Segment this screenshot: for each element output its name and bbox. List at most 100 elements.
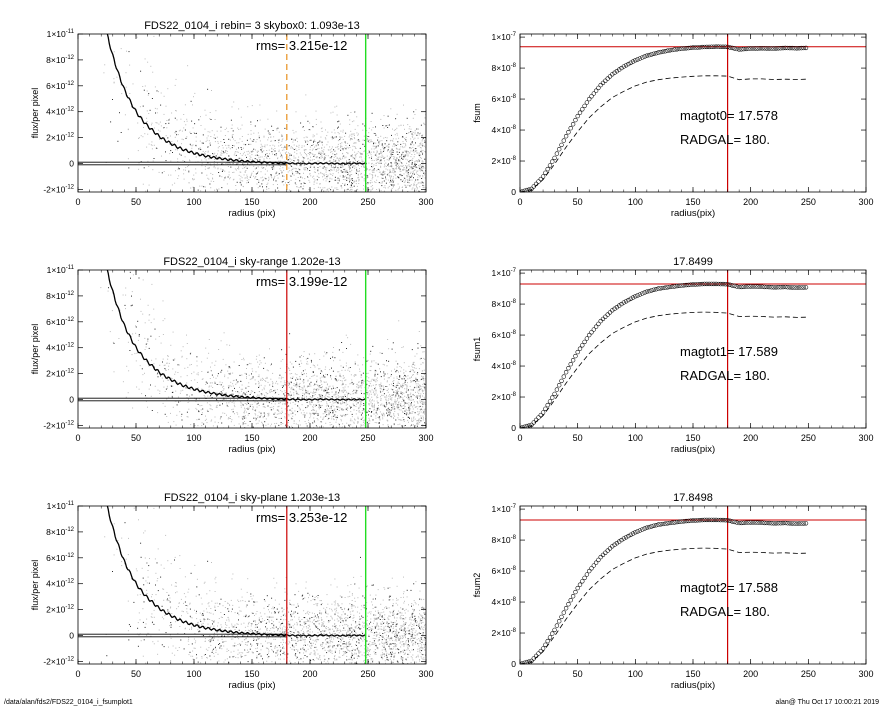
data-point bbox=[297, 171, 298, 172]
x-axis-label: radius(pix) bbox=[671, 208, 715, 219]
data-point bbox=[311, 376, 312, 377]
data-point bbox=[373, 385, 374, 386]
data-point bbox=[273, 390, 274, 391]
data-point bbox=[248, 415, 249, 416]
y-tick-label: 0 bbox=[69, 159, 74, 169]
data-point bbox=[271, 151, 272, 152]
data-point bbox=[215, 141, 216, 142]
data-point bbox=[323, 413, 324, 414]
data-point bbox=[402, 163, 403, 164]
data-point bbox=[405, 144, 406, 145]
data-point bbox=[351, 199, 352, 200]
data-point bbox=[351, 179, 352, 180]
data-point bbox=[403, 152, 404, 153]
data-point bbox=[391, 395, 392, 396]
data-point bbox=[215, 361, 216, 362]
data-point bbox=[369, 151, 370, 152]
data-point bbox=[418, 183, 419, 184]
data-point bbox=[295, 384, 296, 385]
data-point bbox=[347, 153, 348, 154]
data-point bbox=[302, 398, 303, 399]
data-point bbox=[421, 150, 422, 151]
data-point bbox=[138, 169, 139, 170]
data-point bbox=[417, 379, 418, 380]
data-point bbox=[343, 396, 344, 397]
data-point bbox=[344, 380, 345, 381]
data-point bbox=[361, 157, 362, 158]
data-point bbox=[335, 392, 336, 393]
data-point bbox=[287, 121, 288, 122]
data-point bbox=[272, 167, 273, 168]
data-point bbox=[391, 150, 392, 151]
data-point bbox=[354, 168, 355, 169]
data-point bbox=[377, 409, 378, 410]
data-point bbox=[207, 402, 208, 403]
data-point bbox=[245, 144, 246, 145]
data-point bbox=[414, 156, 415, 157]
data-point bbox=[142, 136, 143, 137]
data-point bbox=[358, 139, 359, 140]
data-point bbox=[132, 333, 133, 334]
data-point bbox=[151, 124, 152, 125]
data-point bbox=[136, 387, 137, 388]
data-point bbox=[256, 429, 257, 430]
data-point bbox=[314, 181, 315, 182]
data-point bbox=[312, 159, 313, 160]
data-point bbox=[376, 147, 377, 148]
data-point bbox=[388, 160, 389, 161]
data-point bbox=[335, 177, 336, 178]
data-point bbox=[291, 139, 292, 140]
y-tick-label: 6×10-8 bbox=[492, 94, 517, 104]
data-point bbox=[119, 112, 120, 113]
data-point bbox=[404, 388, 405, 389]
data-point bbox=[137, 37, 138, 38]
data-point bbox=[385, 178, 386, 179]
data-point bbox=[359, 171, 360, 172]
data-point bbox=[400, 404, 401, 405]
data-point bbox=[230, 399, 231, 400]
data-point bbox=[236, 196, 237, 197]
data-point bbox=[407, 160, 408, 161]
data-point bbox=[414, 152, 415, 153]
data-point bbox=[420, 143, 421, 144]
data-point bbox=[376, 412, 377, 413]
data-point bbox=[388, 348, 389, 349]
data-point bbox=[394, 416, 395, 417]
data-point bbox=[327, 405, 328, 406]
data-point bbox=[331, 148, 332, 149]
data-point bbox=[387, 424, 388, 425]
data-point bbox=[390, 157, 391, 158]
data-point bbox=[275, 403, 276, 404]
data-point bbox=[132, 408, 133, 409]
data-point bbox=[387, 416, 388, 417]
data-point bbox=[262, 394, 263, 395]
data-point bbox=[155, 86, 156, 87]
data-point bbox=[394, 144, 395, 145]
data-point bbox=[369, 411, 370, 412]
data-point bbox=[355, 160, 356, 161]
data-point bbox=[331, 429, 332, 430]
data-point bbox=[388, 398, 389, 399]
data-point bbox=[411, 389, 412, 390]
data-point bbox=[370, 141, 371, 142]
data-point bbox=[416, 164, 417, 165]
data-point bbox=[404, 402, 405, 403]
data-point bbox=[144, 90, 145, 91]
data-point bbox=[265, 129, 266, 130]
data-point bbox=[207, 431, 208, 432]
data-point bbox=[318, 419, 319, 420]
data-point bbox=[304, 373, 305, 374]
data-point bbox=[411, 419, 412, 420]
data-point bbox=[344, 185, 345, 186]
data-point bbox=[296, 194, 297, 195]
data-point bbox=[326, 414, 327, 415]
data-point bbox=[294, 383, 295, 384]
data-point bbox=[305, 389, 306, 390]
data-point bbox=[321, 405, 322, 406]
data-point bbox=[361, 448, 362, 449]
data-point bbox=[328, 155, 329, 156]
data-point bbox=[239, 365, 240, 366]
data-point bbox=[253, 133, 254, 134]
data-point bbox=[379, 153, 380, 154]
data-point bbox=[386, 146, 387, 147]
